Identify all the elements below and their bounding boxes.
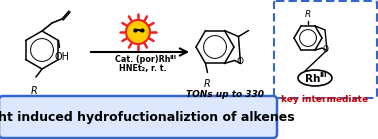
Text: light induced hydrofuctionaliztion of alkenes: light induced hydrofuctionaliztion of al…: [0, 111, 295, 125]
Text: Cat. (por)Rh: Cat. (por)Rh: [115, 55, 171, 64]
Text: III: III: [319, 72, 327, 78]
Text: OH: OH: [55, 52, 70, 61]
Text: O: O: [237, 57, 243, 66]
Text: R: R: [305, 10, 311, 19]
Text: O: O: [323, 45, 329, 54]
Text: Rh: Rh: [305, 74, 321, 84]
Ellipse shape: [298, 70, 332, 86]
Text: R: R: [204, 80, 211, 90]
FancyBboxPatch shape: [0, 96, 277, 138]
Text: TONs up to 330: TONs up to 330: [186, 90, 264, 99]
Text: R: R: [31, 86, 37, 96]
Circle shape: [126, 20, 150, 44]
Text: HNEt₂, r. t.: HNEt₂, r. t.: [119, 64, 167, 73]
FancyBboxPatch shape: [274, 1, 377, 98]
Text: key intermediate: key intermediate: [282, 95, 369, 104]
Text: III: III: [169, 55, 177, 60]
